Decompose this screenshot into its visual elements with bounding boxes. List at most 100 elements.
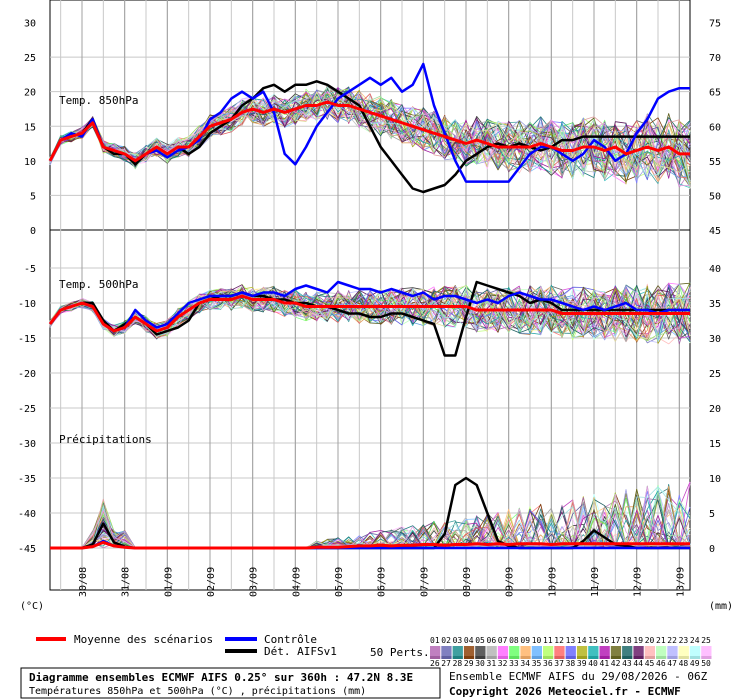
tick-left-upper: 20 [24, 88, 36, 99]
mean-t500-line [48, 294, 690, 333]
pert-swatch [656, 646, 667, 656]
tick-right-upper: 65 [709, 88, 721, 99]
tick-right-lower: 5 [709, 509, 715, 520]
pert-number: 41 [600, 659, 610, 668]
pert-number: 27 [441, 659, 451, 668]
pert-swatch [430, 646, 441, 656]
pert-swatch [633, 646, 644, 656]
tick-right-lower: 35 [709, 299, 721, 310]
perturbation-legend: 01 02 03 04 05 06 07 08 09 10 11 12 13 14 15 16 17 18 19 20… [430, 636, 712, 668]
pert-swatch [509, 646, 520, 656]
pert-swatch [667, 646, 678, 656]
pert-number: 13 [566, 636, 576, 645]
tick-right-lower: 25 [709, 369, 721, 380]
control-t500-line [49, 280, 690, 333]
tick-right-upper: 70 [709, 53, 721, 64]
pert-number: 29 [464, 659, 474, 668]
tick-right-lower: 15 [709, 439, 721, 450]
pert-swatch [441, 646, 452, 656]
pert-swatch [565, 656, 576, 659]
tick-right-lower: 30 [709, 334, 721, 345]
date-label: 07/09 [419, 567, 430, 597]
tick-left-upper: 0 [30, 226, 36, 237]
pert-number: 43 [622, 659, 632, 668]
tick-left-upper: 15 [24, 122, 36, 133]
tick-left-lower: -45 [18, 544, 36, 555]
pert-number: 48 [679, 659, 689, 668]
pert-number: 04 [464, 636, 474, 645]
pert-swatch [656, 656, 667, 659]
pert-number: 10 [532, 636, 542, 645]
legend-perts-label: 50 Perts. [370, 646, 430, 659]
pert-swatch [599, 646, 610, 656]
tick-left-lower: -40 [18, 509, 36, 520]
pert-swatch [678, 656, 689, 659]
pert-swatch [486, 656, 497, 659]
pert-number: 28 [453, 659, 463, 668]
tick-right-upper: 60 [709, 122, 721, 133]
pert-number: 03 [453, 636, 463, 645]
pert-swatch [689, 656, 701, 659]
pert-number: 40 [588, 659, 598, 668]
right-unit-label: (mm) [709, 601, 733, 612]
tick-right-upper: 75 [709, 19, 721, 30]
pert-number: 23 [679, 636, 689, 645]
tick-right-upper: 50 [709, 191, 721, 202]
footer-subtitle: Températures 850hPa et 500hPa (°C) , pré… [29, 685, 366, 697]
pert-number: 18 [622, 636, 632, 645]
pert-number: 47 [667, 659, 677, 668]
pert-number: 26 [430, 659, 440, 668]
pert-number: 06 [487, 636, 497, 645]
date-label: 08/09 [462, 567, 473, 597]
date-label: 02/09 [206, 567, 217, 597]
date-label: 12/09 [633, 567, 644, 597]
pert-number: 17 [611, 636, 621, 645]
tick-left-upper: 25 [24, 53, 36, 64]
date-label: 11/09 [590, 567, 601, 597]
tick-left-lower: -5 [24, 264, 36, 275]
pert-swatch [497, 646, 509, 656]
pert-swatch [430, 656, 441, 659]
main-series-lines [48, 62, 690, 550]
pert-number: 20 [645, 636, 655, 645]
pert-swatch [565, 646, 576, 656]
pert-swatch [554, 646, 565, 656]
pert-swatch [543, 656, 554, 659]
tick-left-lower: -35 [18, 474, 36, 485]
pert-swatch [576, 646, 588, 656]
pert-number: 36 [543, 659, 553, 668]
pert-number: 38 [566, 659, 576, 668]
pert-swatch [475, 646, 486, 656]
tick-left-upper: 10 [24, 157, 36, 168]
tick-right-lower: 40 [709, 264, 721, 275]
pert-number: 37 [554, 659, 564, 668]
tick-left-upper: 5 [30, 191, 36, 202]
pert-swatch [509, 656, 520, 659]
pert-swatch [622, 646, 633, 656]
pert-swatch [610, 646, 622, 656]
pert-number: 16 [600, 636, 610, 645]
footer-title-box [20, 667, 441, 699]
pert-swatch [701, 656, 712, 659]
pert-swatch [520, 646, 531, 656]
tick-right-lower: 10 [709, 474, 721, 485]
pert-number: 05 [475, 636, 485, 645]
date-label: 01/09 [163, 567, 174, 597]
pert-number: 44 [633, 659, 643, 668]
tick-right-lower: 20 [709, 404, 721, 415]
upper-panel-label: Temp. 850hPa [59, 94, 138, 107]
pert-number: 14 [577, 636, 587, 645]
pert-swatch [452, 656, 463, 659]
pert-swatch [543, 646, 554, 656]
pert-swatch [441, 656, 452, 659]
date-label: 09/09 [505, 567, 516, 597]
legend-det-label: Dét. AIFSv1 [264, 645, 337, 658]
pert-number: 09 [520, 636, 530, 645]
footer-run: Ensemble ECMWF AIFS du 29/08/2026 - 06Z [449, 670, 708, 683]
pert-number: 39 [577, 659, 587, 668]
pert-swatch [475, 656, 486, 659]
pert-swatch [588, 656, 599, 659]
date-label: 30/08 [78, 567, 89, 597]
date-label: 06/09 [377, 567, 388, 597]
mean-t850-line [48, 100, 690, 163]
